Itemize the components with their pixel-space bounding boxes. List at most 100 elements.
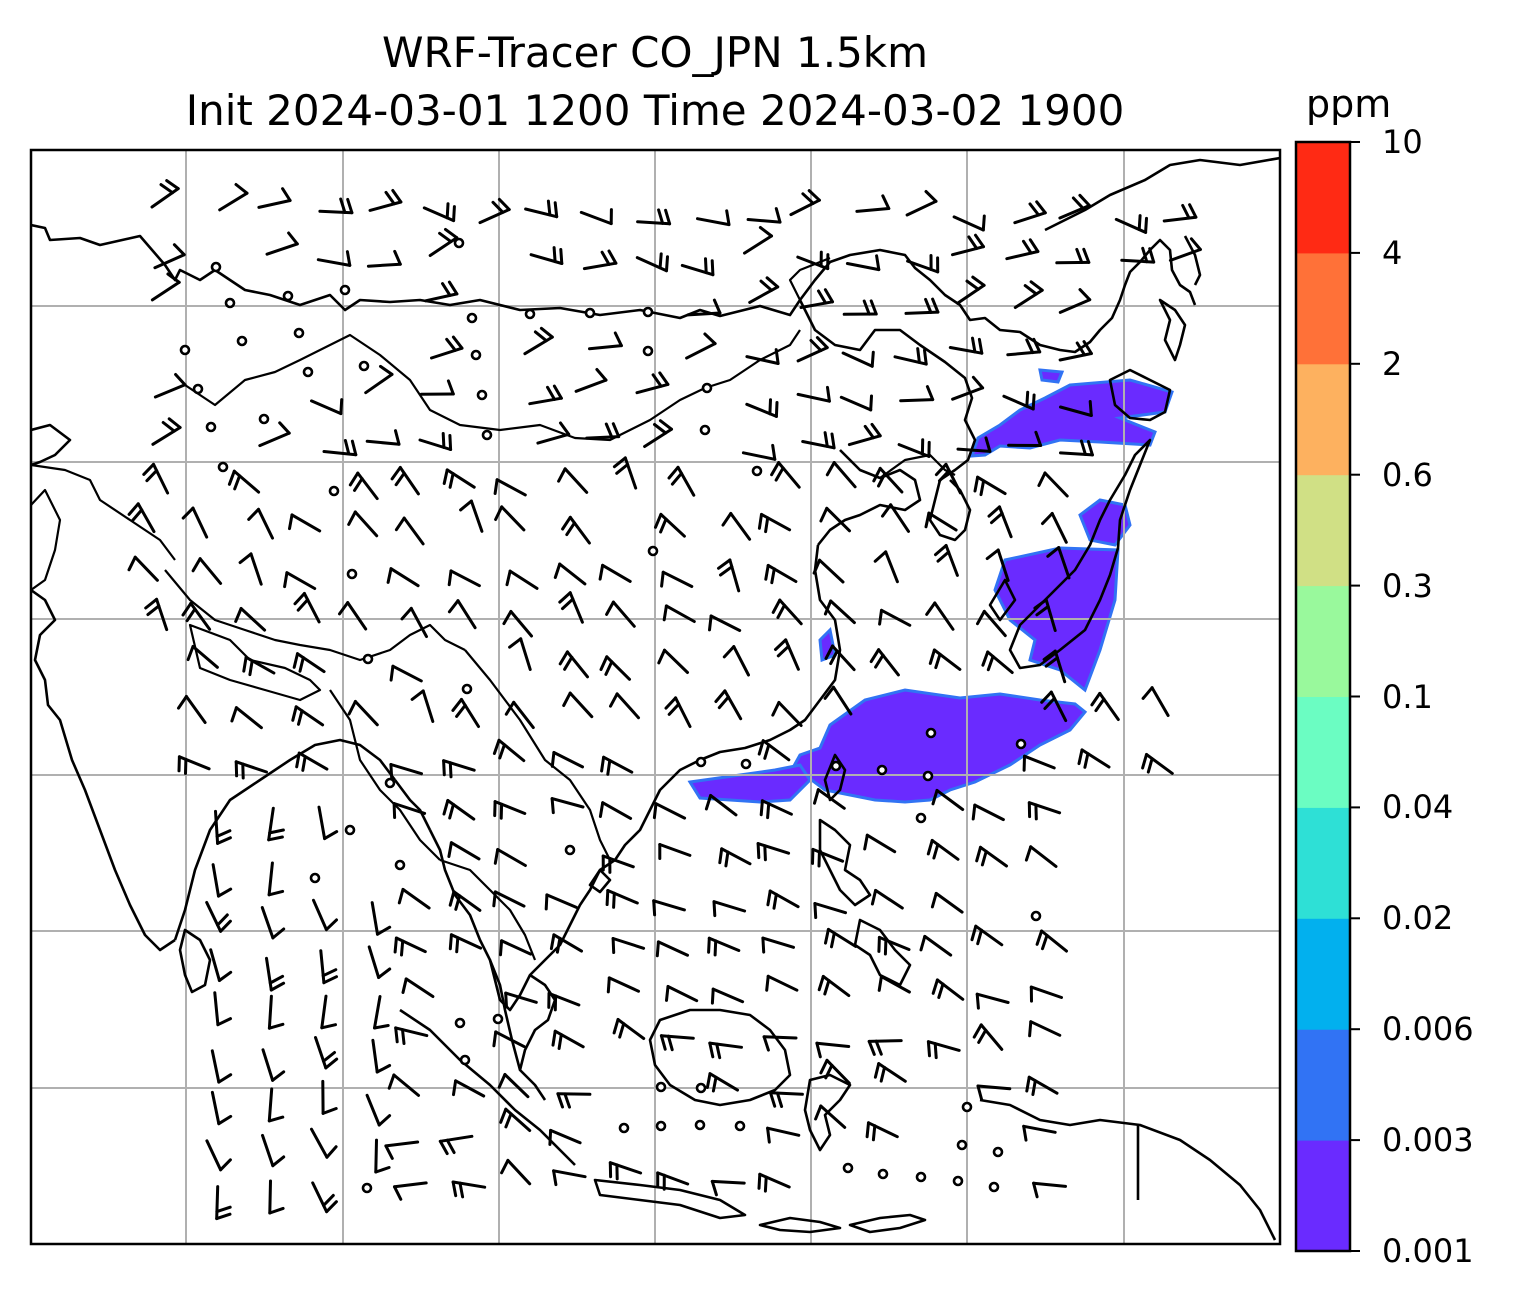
wind-barb <box>872 466 904 494</box>
colorbar-segment <box>1296 807 1350 919</box>
wind-barb <box>664 696 692 728</box>
wind-barb <box>478 197 511 225</box>
wind-barb <box>696 209 731 227</box>
border-laos-vietnam <box>464 649 611 861</box>
wind-barb <box>801 431 836 450</box>
wind-barb <box>127 555 159 582</box>
wind-barb <box>612 456 638 490</box>
wind-barb <box>662 604 696 623</box>
wind-barb <box>428 227 459 257</box>
wind-barb <box>127 502 156 534</box>
calm-marker <box>282 290 294 302</box>
calm-marker <box>394 859 406 871</box>
wind-barb <box>322 439 358 457</box>
map-subtitle: Init 2024-03-01 1200 Time 2024-03-02 190… <box>185 86 1125 135</box>
wind-barb <box>815 1041 851 1059</box>
wind-barb <box>561 515 591 545</box>
wind-barb <box>1028 1020 1062 1038</box>
wind-barb <box>550 751 584 769</box>
wind-barb <box>153 243 186 270</box>
wind-barb <box>205 901 232 933</box>
wind-barb <box>574 368 608 393</box>
wind-barb <box>394 1026 429 1045</box>
wind-barb <box>951 375 985 401</box>
calm-marker <box>695 756 707 768</box>
wind-barb <box>205 1139 232 1172</box>
calm-marker <box>584 307 596 319</box>
wind-barb <box>606 976 640 994</box>
wind-barb <box>1058 193 1091 220</box>
wind-barb <box>865 1121 899 1142</box>
wind-barb <box>796 385 831 403</box>
wind-barb <box>1013 280 1044 309</box>
wind-barb <box>824 644 856 672</box>
coastline-japan-honshu <box>1008 438 1152 670</box>
wind-barb <box>551 1029 585 1050</box>
wind-barb <box>925 601 955 631</box>
colorbar-tick-label: 0.001 <box>1382 1232 1474 1270</box>
coastline-korea <box>928 479 972 542</box>
calm-marker <box>842 1162 854 1174</box>
calm-marker <box>701 382 713 394</box>
coastline-flores <box>848 1213 927 1234</box>
wind-barb <box>295 751 329 772</box>
calm-marker <box>655 1081 667 1093</box>
wind-barb <box>492 1030 526 1049</box>
wind-barb <box>762 1035 798 1052</box>
calm-marker <box>830 760 842 772</box>
wind-barb <box>401 977 435 998</box>
wind-barb <box>952 214 986 232</box>
wind-barb <box>975 992 1010 1010</box>
wind-barb <box>504 991 538 1009</box>
wind-barb <box>493 848 527 867</box>
colorbar-segment <box>1296 696 1350 808</box>
wind-barb <box>392 802 427 819</box>
calm-marker <box>179 344 191 356</box>
wind-barb <box>213 991 232 1027</box>
wind-barb <box>151 417 182 446</box>
wind-barb <box>459 499 484 533</box>
coastline-kamchatka <box>1183 235 1202 286</box>
wind-barb <box>153 373 187 399</box>
wind-barb <box>765 974 799 992</box>
wind-barb <box>144 597 169 632</box>
wind-barb <box>442 759 476 779</box>
wind-barb <box>841 350 875 368</box>
calm-marker <box>740 758 752 770</box>
calm-marker <box>751 465 763 477</box>
wind-barb <box>387 1073 420 1097</box>
wind-barb <box>635 371 670 395</box>
colorbar-segment <box>1296 918 1350 1030</box>
calm-marker <box>992 1146 1004 1158</box>
wind-barb <box>209 948 233 982</box>
calm-marker <box>459 1054 471 1066</box>
border-nepal <box>188 623 322 702</box>
wind-barb <box>972 1023 1004 1051</box>
wind-barb <box>1042 649 1067 684</box>
wind-barb <box>855 194 891 213</box>
calm-marker <box>481 429 493 441</box>
calm-marker <box>346 568 358 580</box>
coastline-western-border <box>31 423 72 467</box>
wind-barb <box>552 1169 587 1187</box>
wind-barb <box>218 183 249 212</box>
calm-marker <box>454 1017 466 1029</box>
wind-barb <box>210 1090 233 1126</box>
wind-barbs <box>127 179 1202 1221</box>
wind-barb <box>842 299 878 316</box>
calm-marker <box>877 1168 889 1180</box>
wind-barb <box>1024 845 1058 868</box>
wind-barb <box>505 569 539 590</box>
wind-barb <box>394 516 425 546</box>
calm-marker <box>956 1139 968 1151</box>
wind-barb <box>771 701 803 727</box>
wind-barb <box>899 385 935 403</box>
wind-barb <box>598 801 633 820</box>
wind-barb <box>494 505 526 532</box>
wind-barb <box>384 1140 420 1160</box>
wind-barb <box>956 436 992 453</box>
calm-wind-markers <box>179 237 1042 1194</box>
wind-barb <box>796 250 830 271</box>
wind-barb <box>177 695 207 724</box>
wind-barb <box>1035 929 1068 953</box>
